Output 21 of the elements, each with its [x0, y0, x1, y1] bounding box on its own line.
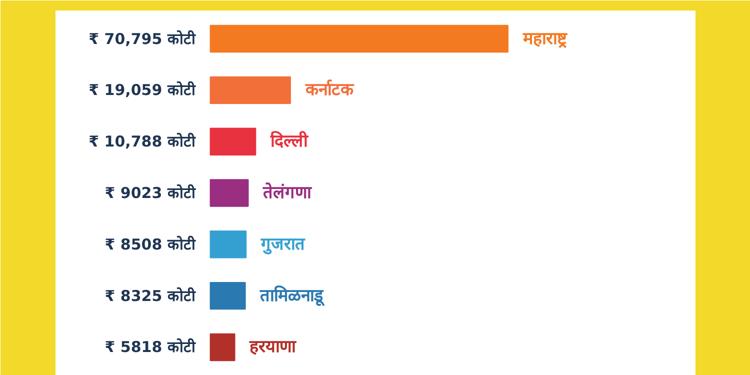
- y-tick-label: दिल्ली: [270, 130, 309, 152]
- bar: [210, 128, 256, 156]
- y-tick-label: हरयाणा: [248, 337, 297, 358]
- data-label: ₹ 19,059 कोटी: [88, 81, 196, 100]
- data-label: ₹ 9023 कोटी: [104, 184, 196, 202]
- data-label: ₹ 8508 कोटी: [104, 235, 196, 254]
- data-label: ₹ 5818 कोटी: [104, 338, 196, 356]
- bar: [210, 282, 246, 310]
- bar: [210, 24, 508, 53]
- bar: [210, 230, 247, 258]
- y-tick-label: महाराष्ट्र: [522, 28, 568, 49]
- y-tick-label: कर्नाटक: [304, 79, 354, 100]
- bar: [210, 179, 249, 207]
- data-label: ₹ 10,788 कोटी: [88, 132, 196, 151]
- bar: [210, 333, 236, 362]
- data-label: ₹ 70,795 कोटी: [88, 30, 196, 48]
- data-label: ₹ 8325 कोटी: [104, 286, 196, 305]
- y-tick-label: तामिळनाडू: [259, 284, 326, 307]
- y-tick-label: तेलंगणा: [262, 182, 312, 203]
- y-tick-label: गुजरात: [260, 234, 306, 254]
- bar: [210, 76, 291, 104]
